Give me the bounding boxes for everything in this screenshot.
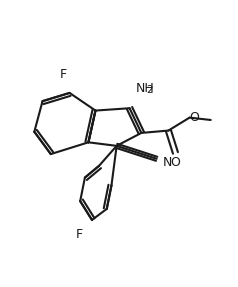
Text: O: O [189, 111, 199, 124]
Text: N: N [163, 156, 172, 169]
Text: F: F [76, 228, 83, 241]
Text: NH: NH [135, 82, 154, 95]
Text: O: O [170, 156, 180, 169]
Text: 2: 2 [147, 85, 153, 95]
Text: F: F [60, 68, 67, 81]
